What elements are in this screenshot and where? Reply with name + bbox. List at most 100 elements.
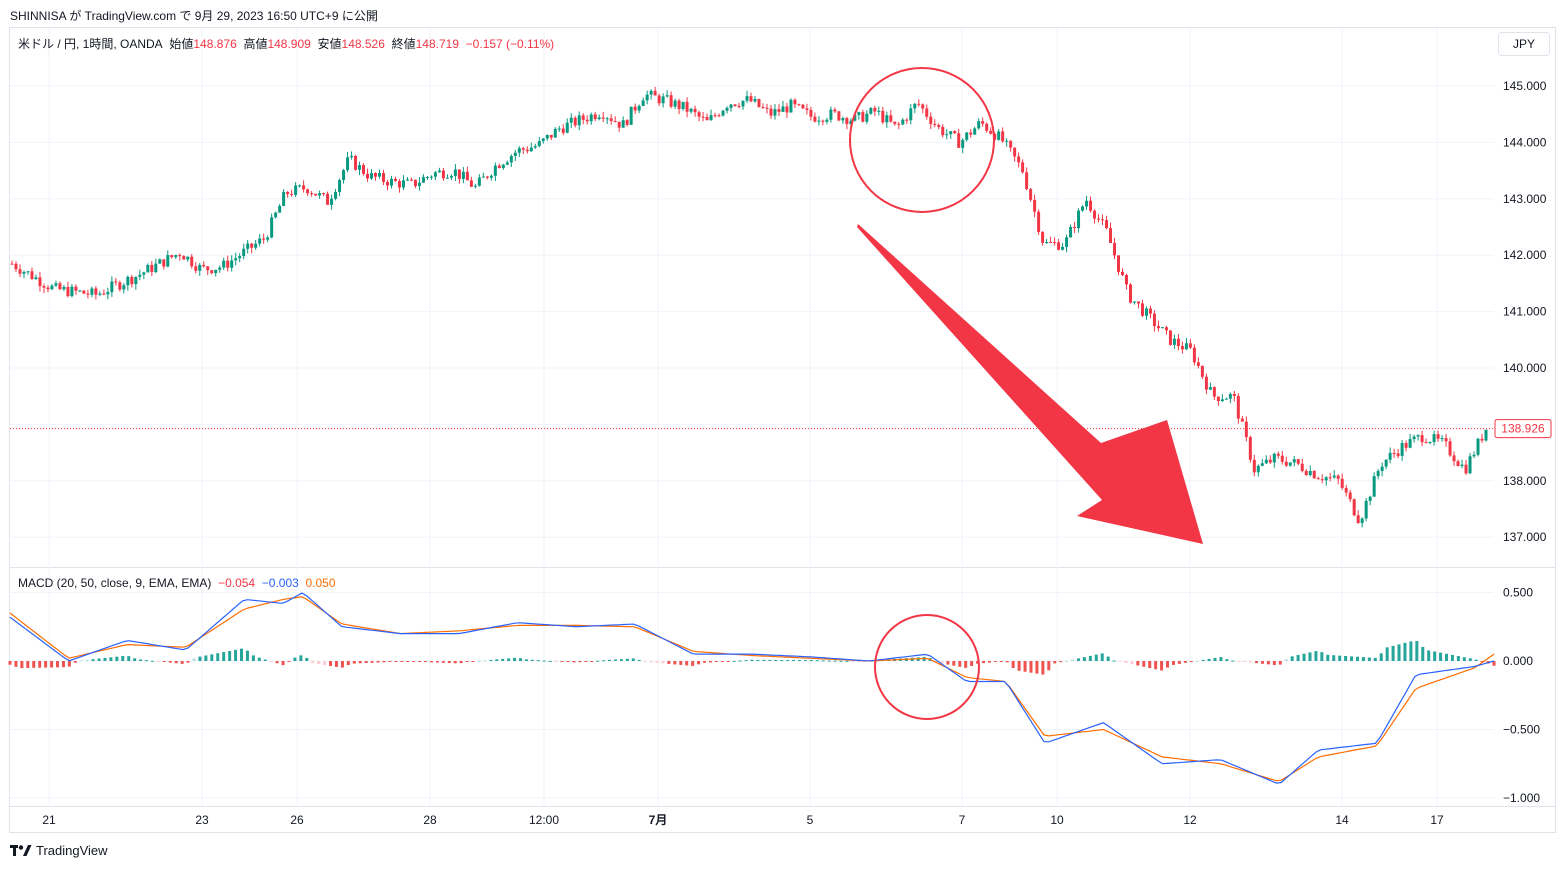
candle-body bbox=[585, 119, 589, 122]
macd-histogram-bar bbox=[803, 659, 807, 661]
candle-body bbox=[230, 260, 234, 268]
candle-body bbox=[405, 179, 409, 181]
macd-histogram-bar bbox=[1379, 653, 1383, 661]
candle-body bbox=[513, 152, 517, 156]
candle-body bbox=[765, 107, 769, 109]
macd-label[interactable]: MACD (20, 50, close, 9, EMA, EMA) bbox=[18, 576, 212, 590]
macd-histogram-bar bbox=[572, 661, 576, 663]
candle-body bbox=[381, 173, 385, 182]
candle-body bbox=[609, 118, 613, 122]
macd-histogram-bar bbox=[714, 661, 718, 663]
macd-histogram-bar bbox=[370, 661, 374, 663]
candle-body bbox=[793, 99, 797, 105]
candle-body bbox=[1332, 475, 1336, 478]
macd-histogram-bar bbox=[400, 661, 404, 662]
candle-body bbox=[717, 115, 721, 117]
macd-histogram-bar bbox=[1029, 661, 1033, 673]
candle-body bbox=[154, 263, 158, 273]
macd-histogram-bar bbox=[447, 661, 451, 664]
macd-histogram-bar bbox=[97, 658, 101, 661]
macd-histogram-bar bbox=[827, 660, 831, 662]
last-price-label: 138.926 bbox=[1501, 422, 1545, 436]
macd-histogram-bar bbox=[1171, 661, 1175, 665]
macd-histogram-bar bbox=[1118, 661, 1122, 662]
macd-histogram-bar bbox=[679, 661, 683, 665]
macd-histogram-bar bbox=[999, 661, 1003, 662]
macd-histogram-bar bbox=[1189, 661, 1193, 662]
macd-histogram-bar bbox=[1195, 660, 1199, 662]
macd-histogram-bar bbox=[240, 648, 244, 661]
candle-body bbox=[86, 293, 90, 295]
candle-body bbox=[1256, 465, 1260, 473]
candle-body bbox=[314, 193, 318, 196]
macd-histogram-bar bbox=[299, 655, 303, 661]
macd-histogram-bar bbox=[1480, 661, 1484, 662]
candle-body bbox=[54, 283, 58, 286]
candle-body bbox=[342, 170, 346, 181]
candle-body bbox=[761, 106, 765, 108]
candle-body bbox=[210, 270, 214, 274]
candle-body bbox=[1348, 492, 1352, 500]
open-label: 始値 bbox=[169, 37, 194, 51]
macd-histogram-bar bbox=[1350, 656, 1354, 661]
candle-body bbox=[1408, 439, 1412, 448]
currency-button[interactable]: JPY bbox=[1498, 32, 1550, 56]
candle-body bbox=[362, 165, 366, 174]
macd-histogram-bar bbox=[234, 649, 238, 661]
candle-body bbox=[1073, 226, 1077, 229]
candle-body bbox=[453, 169, 457, 177]
candle-body bbox=[1432, 434, 1436, 443]
candle-body bbox=[1148, 308, 1152, 314]
candle-body bbox=[645, 94, 649, 101]
macd-histogram-bar bbox=[245, 650, 249, 661]
candle-body bbox=[809, 109, 813, 117]
macd-histogram-bar bbox=[602, 660, 606, 662]
candle-body bbox=[194, 266, 198, 271]
annotation-circle-price bbox=[849, 67, 995, 213]
macd-histogram-bar bbox=[1421, 646, 1425, 661]
candle-body bbox=[94, 288, 98, 295]
macd-histogram-bar bbox=[127, 656, 131, 661]
candle-body bbox=[569, 117, 573, 123]
macd-histogram-bar bbox=[1367, 657, 1371, 661]
candle-body bbox=[366, 173, 370, 179]
candle-body bbox=[1101, 219, 1105, 221]
candle-body bbox=[797, 104, 801, 106]
macd-histogram-bar bbox=[1183, 661, 1187, 663]
macd-histogram-bar bbox=[833, 660, 837, 662]
candle-body bbox=[597, 117, 601, 120]
price-tick-label: 141.000 bbox=[1503, 305, 1547, 319]
macd-histogram-bar bbox=[1290, 656, 1294, 661]
candle-body bbox=[10, 263, 14, 265]
time-tick-label: 7 bbox=[959, 813, 966, 827]
candle-body bbox=[873, 107, 877, 112]
macd-histogram-bar bbox=[79, 660, 83, 662]
candle-body bbox=[1180, 346, 1184, 350]
symbol-label[interactable]: 米ドル / 円, 1時間, OANDA bbox=[18, 37, 163, 51]
candle-body bbox=[1188, 343, 1192, 348]
candle-body bbox=[1392, 452, 1396, 454]
candle-body bbox=[481, 176, 485, 178]
macd-histogram-bar bbox=[495, 659, 499, 661]
macd-histogram-bar bbox=[412, 661, 416, 662]
macd-histogram-bar bbox=[1047, 661, 1051, 671]
candle-body bbox=[190, 256, 194, 267]
macd-histogram-bar bbox=[596, 660, 600, 662]
candle-body bbox=[166, 255, 170, 267]
candle-body bbox=[334, 191, 338, 199]
candle-body bbox=[1364, 500, 1368, 519]
candle-body bbox=[589, 114, 593, 122]
candle-body bbox=[553, 128, 557, 138]
candle-body bbox=[837, 111, 841, 121]
candle-body bbox=[953, 131, 957, 134]
candle-body bbox=[1168, 330, 1172, 345]
macd-histogram-bar bbox=[210, 654, 214, 661]
candle-body bbox=[306, 189, 310, 194]
candle-body bbox=[1384, 459, 1388, 467]
macd-histogram-bar bbox=[756, 659, 760, 661]
brand[interactable]: TradingView bbox=[10, 843, 108, 858]
macd-histogram-bar bbox=[1450, 654, 1454, 661]
macd-histogram-bar bbox=[786, 659, 790, 661]
close-label: 終値 bbox=[391, 37, 416, 51]
